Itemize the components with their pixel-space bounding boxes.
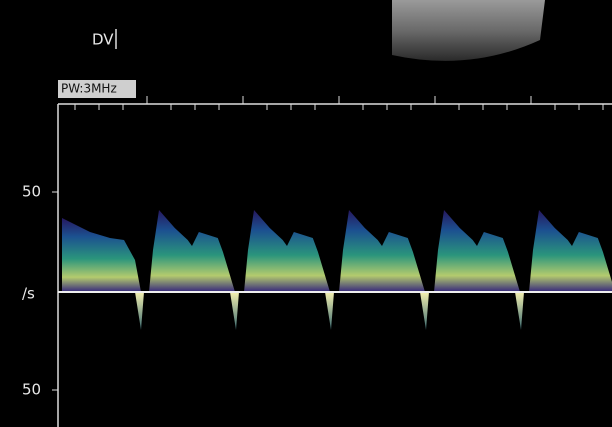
mode-label: PW:3MHz <box>61 82 117 96</box>
reversal-spike <box>515 292 524 330</box>
scale-unit: /s <box>22 285 35 303</box>
flow-envelope <box>62 218 141 292</box>
reversal-spike <box>325 292 334 330</box>
reversal-spike <box>230 292 239 330</box>
flow-envelope <box>529 210 612 292</box>
reversal-spike <box>135 292 144 330</box>
flow-envelope <box>434 210 520 292</box>
flow-envelope <box>339 210 425 292</box>
b-mode-thumbnail <box>392 0 545 61</box>
flow-envelope <box>244 210 330 292</box>
scale-upper: 50 <box>22 183 41 201</box>
spectral-waveform <box>62 210 612 330</box>
reversal-spike <box>420 292 429 330</box>
mode-badge <box>58 80 136 98</box>
flow-envelope <box>149 210 235 292</box>
vessel-label: DV <box>92 31 114 49</box>
time-ticks <box>74 96 604 110</box>
scale-lower: 50 <box>22 381 41 399</box>
